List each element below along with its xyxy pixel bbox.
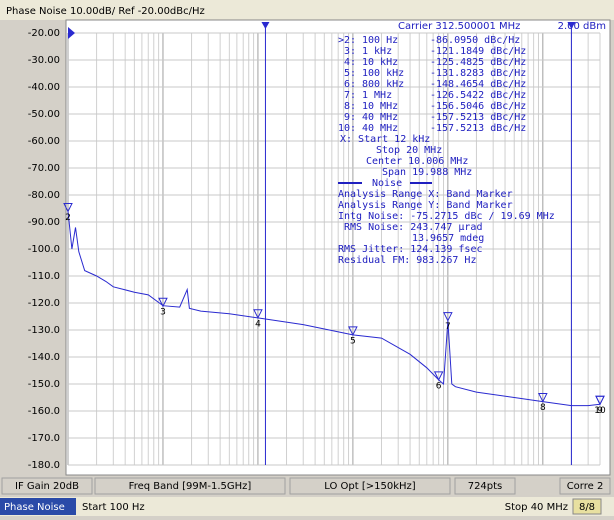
readout-value: -86.0950 dBc/Hz: [430, 35, 520, 46]
y-tick-label: -80.00: [28, 190, 60, 201]
info-line: Analysis Range Y: Band Marker: [338, 200, 513, 211]
analysis-arrow: [567, 22, 576, 29]
readout-value: -126.5422 dBc/Hz: [430, 90, 526, 101]
readout-name: 7:: [344, 90, 356, 101]
readout-name: 5:: [344, 68, 356, 79]
readout-value: -157.5213 dBc/Hz: [430, 112, 526, 123]
y-tick-label: -40.00: [28, 82, 60, 93]
marker-label: 7: [445, 322, 451, 332]
marker-label: 3: [160, 308, 166, 318]
info-line: RMS Jitter: 124.139 fsec: [338, 244, 483, 255]
status-start: Start 100 Hz: [82, 502, 145, 513]
readout-freq: 10 MHz: [362, 101, 398, 112]
readout-value: -156.5046 dBc/Hz: [430, 101, 526, 112]
readout-value: -157.5213 dBc/Hz: [430, 123, 526, 134]
header-title: Phase Noise 10.00dB/ Ref -20.00dBc/Hz: [6, 6, 205, 17]
readout-value: -121.1849 dBc/Hz: [430, 46, 526, 57]
info-line: Stop 20 MHz: [376, 145, 442, 156]
marker: [443, 312, 453, 322]
marker-label: 2: [65, 213, 71, 223]
status-page: 8/8: [579, 502, 595, 513]
softkey-label: Freq Band [99M-1.5GHz]: [129, 481, 252, 492]
y-tick-label: -30.00: [28, 55, 60, 66]
readout-name: 4:: [344, 57, 356, 68]
readout-name: 6:: [344, 79, 356, 90]
marker: [63, 202, 73, 213]
marker: [348, 326, 358, 337]
status-mode: Phase Noise: [4, 502, 65, 513]
softkey: [94, 477, 286, 495]
y-tick-label: -170.0: [28, 433, 60, 444]
y-tick-label: -160.0: [28, 406, 60, 417]
marker-label: 5: [350, 336, 356, 346]
marker-label: 10: [594, 406, 606, 416]
page-box: [572, 498, 602, 515]
marker: [595, 395, 605, 406]
y-tick-label: -140.0: [28, 352, 60, 363]
marker: [158, 297, 168, 308]
readout-freq: 40 MHz: [362, 112, 398, 123]
y-tick-label: -20.00: [28, 28, 60, 39]
power: 2.00 dBm: [558, 21, 606, 32]
readout-freq: 10 kHz: [362, 57, 398, 68]
readout-freq: 100 kHz: [362, 68, 404, 79]
y-tick-label: -110.0: [28, 271, 60, 282]
readout-name: >2:: [338, 35, 356, 46]
y-tick-label: -130.0: [28, 325, 60, 336]
info-line: X: Start 12 kHz: [340, 134, 430, 145]
softkey-bar: IF Gain 20dB Freq Band [99M-1.5GHz] LO Opt…: [1, 477, 611, 495]
softkey: [454, 477, 516, 495]
softkey: [559, 477, 611, 495]
softkey: [1, 477, 93, 495]
info-line: Residual FM: 983.267 Hz: [338, 255, 476, 266]
softkey-label: 724pts: [468, 481, 503, 492]
info-line: 13.9657 mdeg: [412, 233, 484, 244]
readout-freq: 800 kHz: [362, 79, 404, 90]
softkey-label: IF Gain 20dB: [15, 481, 79, 492]
header-bar: [0, 0, 614, 20]
readout-name: 9:: [344, 112, 356, 123]
readout-freq: 40 MHz: [362, 123, 398, 134]
softkey-label: Corre 2: [567, 481, 604, 492]
analysis-arrow: [261, 22, 270, 29]
readout-value: -125.4825 dBc/Hz: [430, 57, 526, 68]
softkey-label: LO Opt [>150kHz]: [324, 481, 416, 492]
info-line: Noise: [372, 178, 402, 189]
y-tick-label: -150.0: [28, 379, 60, 390]
info-line: Span 19.988 MHz: [382, 167, 472, 178]
readout-freq: 1 MHz: [362, 90, 392, 101]
marker-label: 6: [436, 381, 442, 391]
marker: [538, 393, 548, 403]
readout-name: 10:: [338, 123, 356, 134]
status-bar: [0, 497, 614, 516]
info-line: Intg Noise: -75.2715 dBc / 19.69 MHz: [338, 211, 555, 222]
marker: [253, 309, 263, 319]
y-tick-label: -120.0: [28, 298, 60, 309]
y-tick-label: -50.00: [28, 109, 60, 120]
marker-label: 9: [597, 406, 603, 416]
softkey: [289, 477, 451, 495]
marker-label: 8: [540, 403, 546, 413]
readout-freq: 100 Hz: [362, 35, 398, 46]
y-tick-label: -100.0: [28, 244, 60, 255]
readout-value: -148.4654 dBc/Hz: [430, 79, 526, 90]
y-tick-label: -90.00: [28, 217, 60, 228]
info-line: RMS Noise: 243.747 µrad: [344, 222, 482, 233]
y-tick-label: -60.00: [28, 136, 60, 147]
carrier: Carrier 312.500001 MHz: [398, 21, 520, 32]
ref-arrow: [68, 27, 75, 39]
readout-freq: 1 kHz: [362, 46, 392, 57]
y-tick-label: -70.00: [28, 163, 60, 174]
status-stop: Stop 40 MHz: [505, 502, 568, 513]
readout-name: 8:: [344, 101, 356, 112]
marker-label: 4: [255, 319, 261, 329]
marker: [433, 371, 444, 381]
y-tick-label: -180.0: [28, 460, 60, 471]
readout-name: 3:: [344, 46, 356, 57]
info-line: Center 10.006 MHz: [366, 156, 468, 167]
readout-value: -131.8283 dBc/Hz: [430, 68, 526, 79]
info-line: Analysis Range X: Band Marker: [338, 189, 513, 200]
mode-box: [0, 498, 76, 515]
